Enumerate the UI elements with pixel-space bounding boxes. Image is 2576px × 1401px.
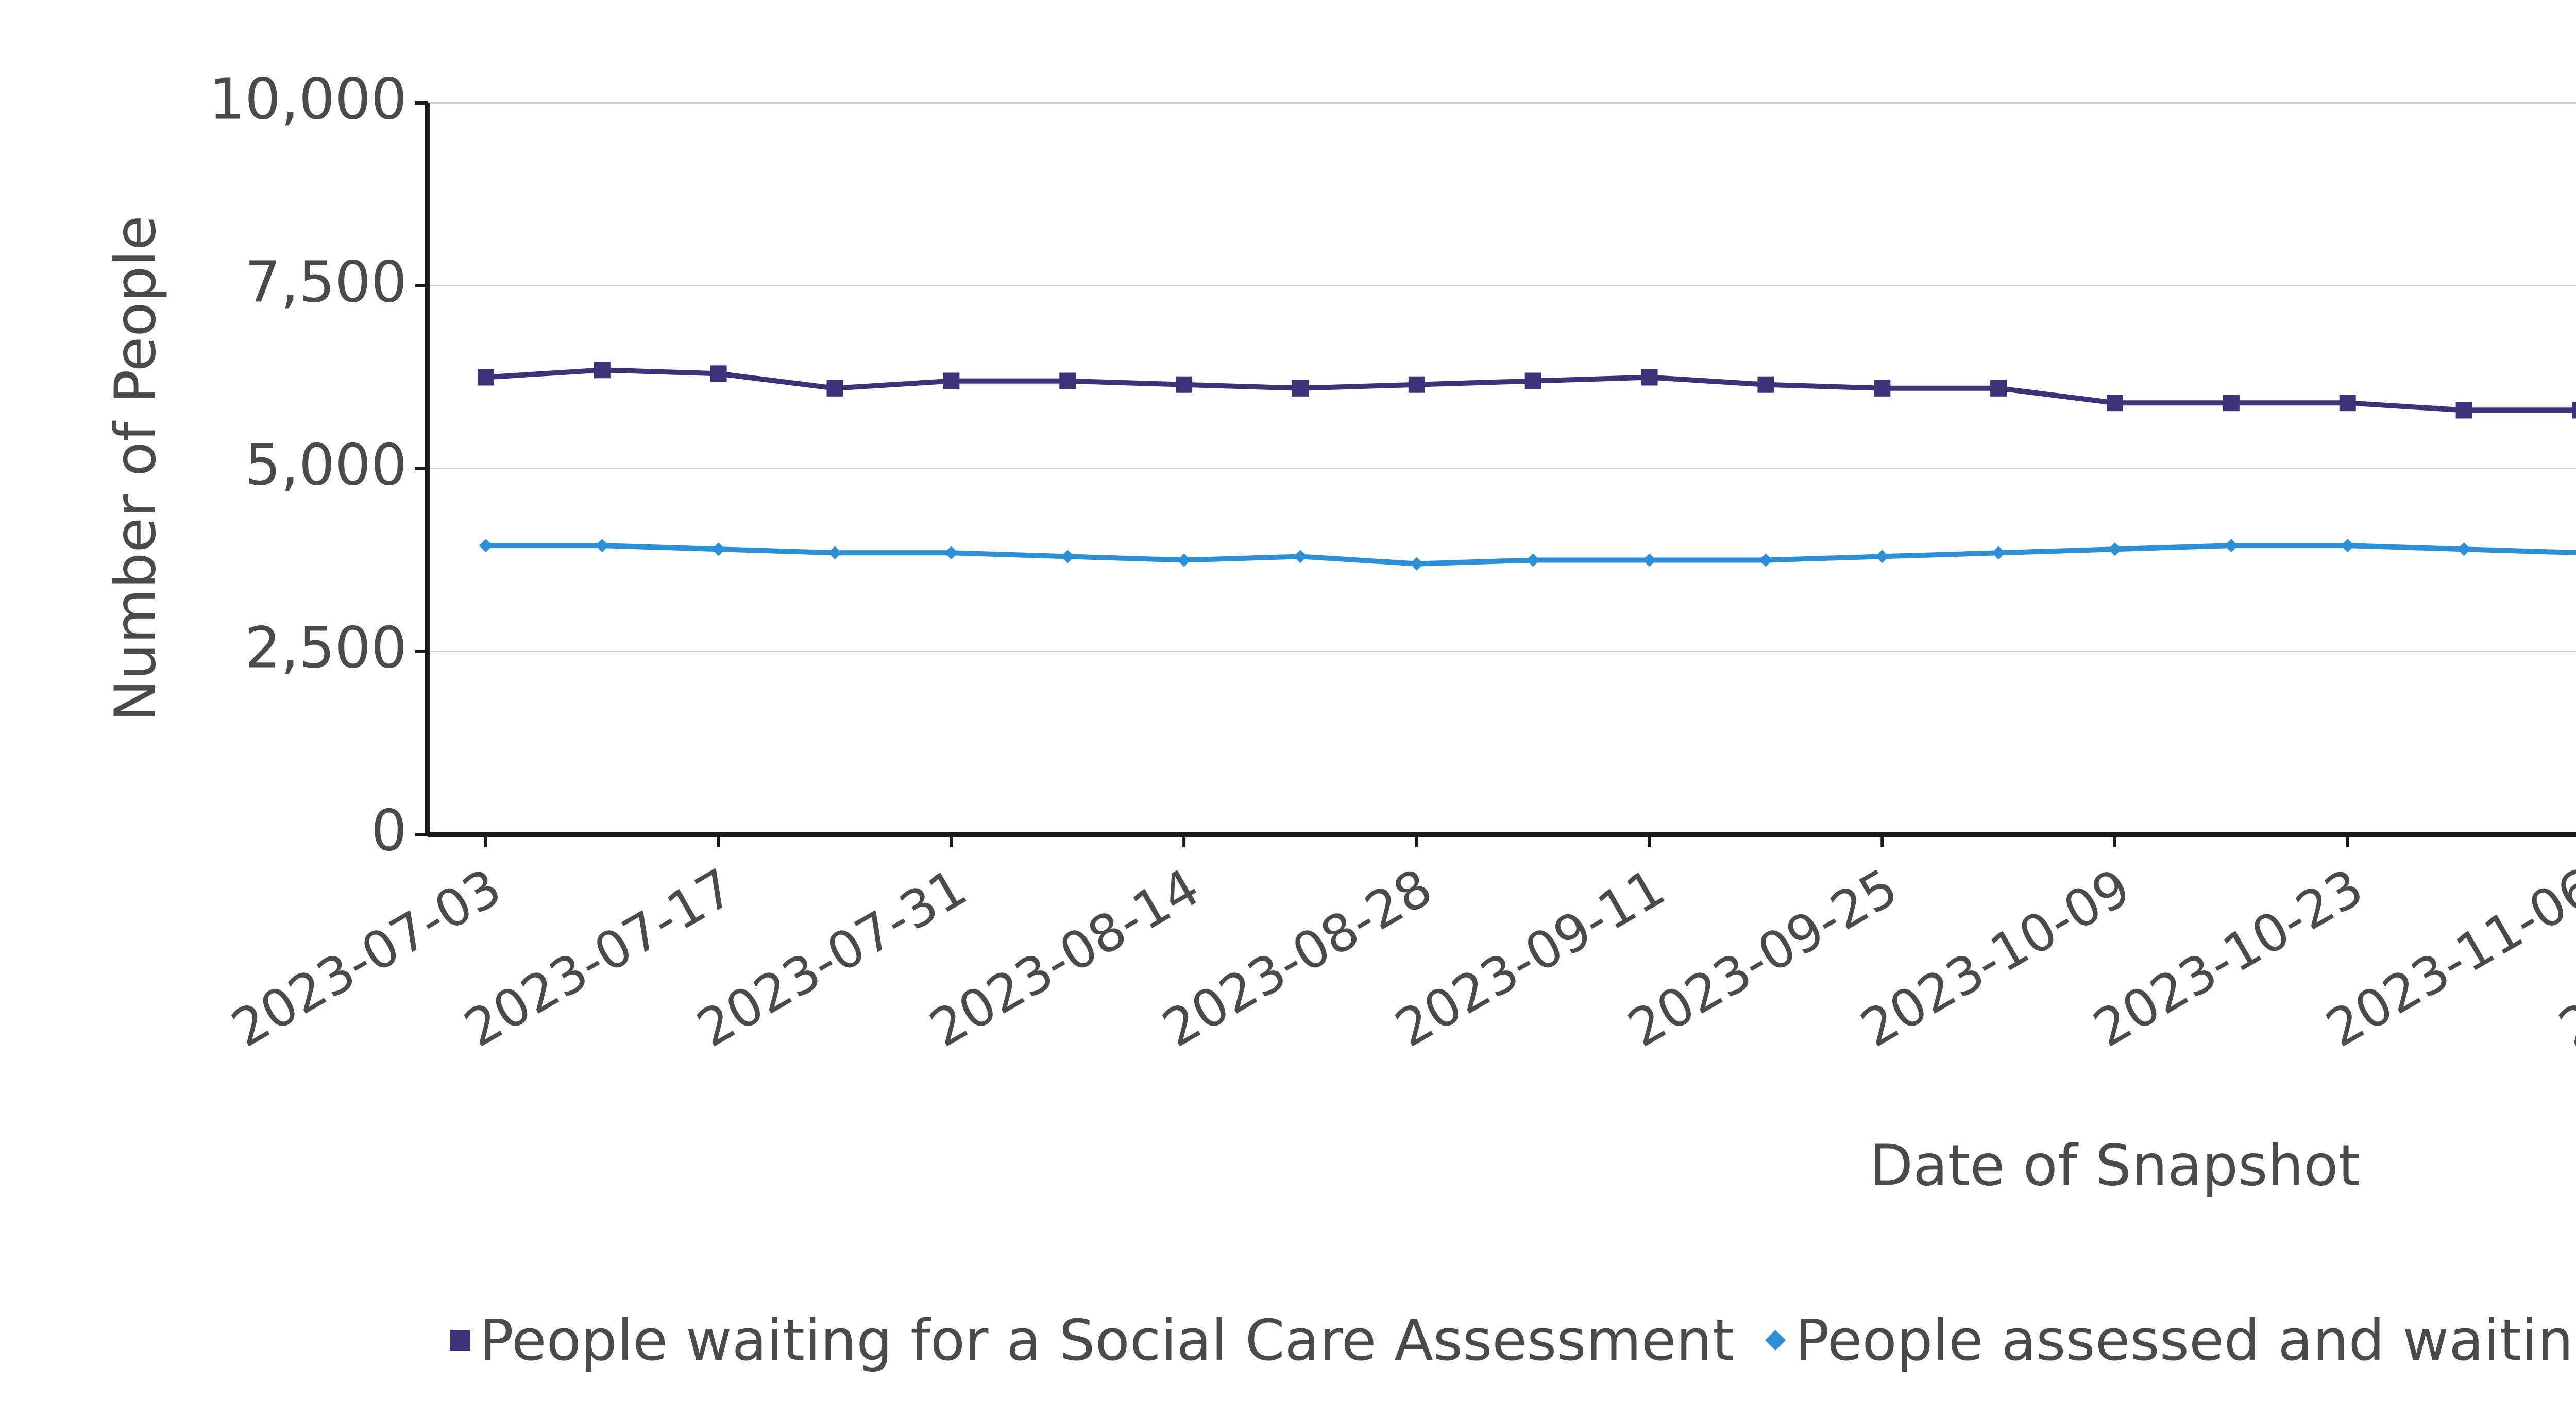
- series-marker-diamond: [1527, 554, 1540, 567]
- series-marker-diamond: [1992, 546, 2005, 559]
- y-tick-label: 10,000: [209, 66, 407, 132]
- y-tick-label: 2,500: [245, 614, 407, 680]
- legend: People waiting for a Social Care Assessm…: [0, 1298, 2576, 1373]
- y-tick-label: 7,500: [245, 249, 407, 315]
- series-marker-diamond: [479, 539, 493, 552]
- series-marker-diamond: [712, 542, 725, 556]
- y-tick-label: 5,000: [245, 432, 407, 498]
- series-marker-square: [2456, 402, 2472, 418]
- series-marker-diamond: [1410, 557, 1423, 571]
- legend-item: People assessed and waiting for a Care a…: [1765, 1307, 2576, 1373]
- series-marker-diamond: [2573, 546, 2576, 559]
- x-axis-label: Date of Snapshot: [1869, 1132, 2360, 1198]
- series-marker-diamond: [2341, 539, 2354, 552]
- series-marker-diamond: [944, 546, 958, 559]
- series-marker-square: [1990, 380, 2007, 397]
- legend-label: People assessed and waiting for a Care a…: [1795, 1307, 2576, 1373]
- series-marker-square: [1292, 380, 1309, 397]
- series-marker-square: [594, 362, 611, 378]
- series-marker-diamond: [1875, 550, 1889, 563]
- series-marker-diamond: [1643, 554, 1656, 567]
- series-marker-diamond: [2458, 542, 2471, 556]
- series-marker-diamond: [1759, 554, 1772, 567]
- series-marker-square: [1641, 369, 1658, 386]
- legend-item: People waiting for a Social Care Assessm…: [450, 1307, 1735, 1373]
- series-marker-square: [1757, 377, 1774, 393]
- series-marker-square: [710, 365, 727, 382]
- series-marker-diamond: [828, 546, 842, 559]
- series-marker-diamond: [2225, 539, 2238, 552]
- chart-container: 02,5005,0007,50010,0002023-07-032023-07-…: [0, 0, 2576, 1401]
- series-marker-diamond: [1061, 550, 1074, 563]
- series-marker-diamond: [1294, 550, 1307, 563]
- series-marker-diamond: [1177, 554, 1191, 567]
- series-marker-square: [1874, 380, 1890, 397]
- legend-marker-diamond-icon: [1765, 1330, 1786, 1351]
- series-marker-square: [827, 380, 843, 397]
- series-marker-square: [1176, 377, 1192, 393]
- series-marker-square: [2340, 395, 2356, 411]
- series-marker-diamond: [596, 539, 609, 552]
- y-tick-label: 0: [371, 797, 407, 863]
- legend-label: People waiting for a Social Care Assessm…: [480, 1307, 1735, 1373]
- y-axis-label: Number of People: [102, 215, 168, 722]
- series-marker-square: [1409, 377, 1425, 393]
- series-marker-diamond: [2108, 542, 2122, 556]
- series-marker-square: [478, 369, 494, 386]
- series-marker-square: [1059, 373, 1076, 389]
- legend-marker-square-icon: [450, 1330, 470, 1351]
- series-marker-square: [943, 373, 959, 389]
- series-marker-square: [1525, 373, 1541, 389]
- series-marker-square: [2223, 395, 2240, 411]
- series-marker-square: [2107, 395, 2123, 411]
- line-chart: 02,5005,0007,50010,0002023-07-032023-07-…: [0, 0, 2576, 1401]
- series-marker-square: [2572, 402, 2576, 418]
